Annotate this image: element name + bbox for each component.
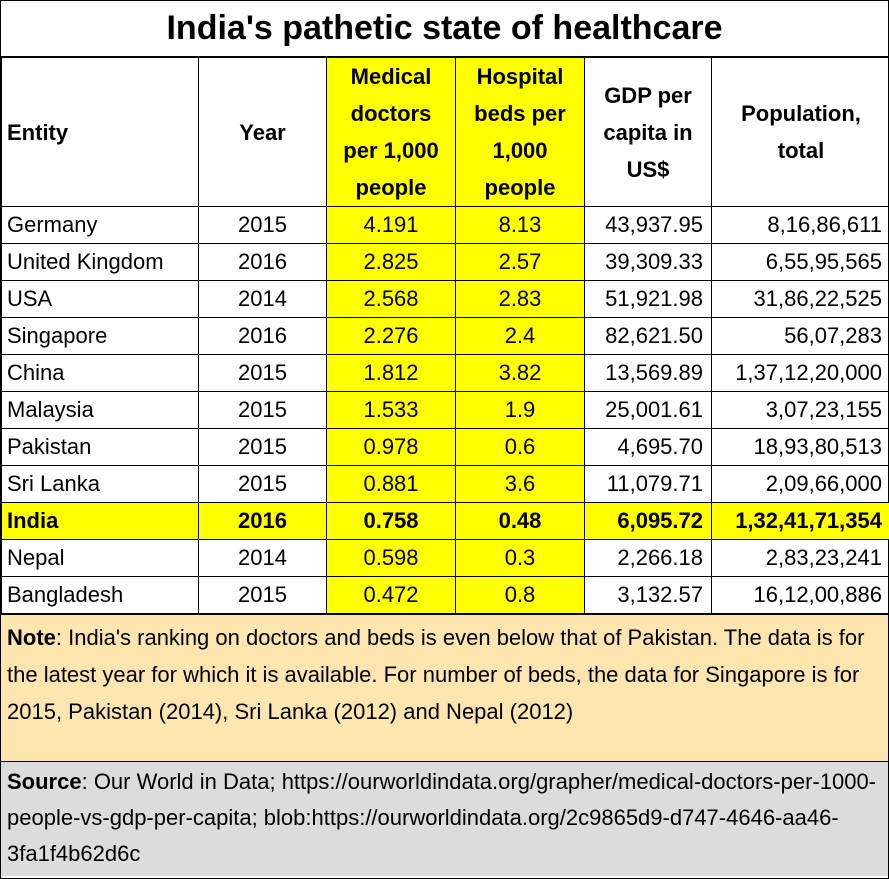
cell-population: 16,12,00,886 <box>711 576 889 614</box>
table-row: Nepal 2014 0.598 0.3 2,266.18 2,83,23,241 <box>1 539 889 577</box>
cell-year: 2015 <box>198 465 327 503</box>
cell-entity: Nepal <box>1 539 199 577</box>
source-box: Source: Our World in Data; https://ourwo… <box>1 761 888 876</box>
header-year: Year <box>198 57 327 207</box>
cell-year: 2015 <box>198 428 327 466</box>
table-row: USA 2014 2.568 2.83 51,921.98 31,86,22,525 <box>1 280 889 318</box>
cell-doctors: 2.825 <box>326 243 456 281</box>
cell-population: 1,37,12,20,000 <box>711 354 889 392</box>
cell-year: 2015 <box>198 576 327 614</box>
cell-year: 2016 <box>198 502 327 540</box>
cell-gdp: 4,695.70 <box>584 428 712 466</box>
table-row: India 2016 0.758 0.48 6,095.72 1,32,41,71,354 <box>1 502 889 540</box>
cell-year: 2015 <box>198 206 327 244</box>
cell-population: 56,07,283 <box>711 317 889 355</box>
cell-beds: 0.8 <box>455 576 585 614</box>
cell-gdp: 3,132.57 <box>584 576 712 614</box>
cell-gdp: 39,309.33 <box>584 243 712 281</box>
source-text: : Our World in Data; https://ourworldind… <box>7 769 876 866</box>
header-entity: Entity <box>1 57 199 207</box>
cell-beds: 8.13 <box>455 206 585 244</box>
table-row: United Kingdom 2016 2.825 2.57 39,309.33 6,55… <box>1 243 889 281</box>
cell-entity: India <box>1 502 199 540</box>
cell-doctors: 0.598 <box>326 539 456 577</box>
source-label: Source <box>7 769 82 794</box>
cell-beds: 2.57 <box>455 243 585 281</box>
cell-beds: 0.48 <box>455 502 585 540</box>
cell-entity: China <box>1 354 199 392</box>
cell-gdp: 2,266.18 <box>584 539 712 577</box>
cell-gdp: 82,621.50 <box>584 317 712 355</box>
cell-gdp: 43,937.95 <box>584 206 712 244</box>
table-row: Malaysia 2015 1.533 1.9 25,001.61 3,07,23,155 <box>1 391 889 429</box>
table-row: Pakistan 2015 0.978 0.6 4,695.70 18,93,80,513 <box>1 428 889 466</box>
cell-doctors: 1.533 <box>326 391 456 429</box>
cell-population: 3,07,23,155 <box>711 391 889 429</box>
cell-entity: Germany <box>1 206 199 244</box>
table-body: Germany 2015 4.191 8.13 43,937.95 8,16,86,611… <box>1 206 889 614</box>
cell-beds: 0.6 <box>455 428 585 466</box>
cell-gdp: 6,095.72 <box>584 502 712 540</box>
page-title: India's pathetic state of healthcare <box>1 1 888 57</box>
cell-population: 2,09,66,000 <box>711 465 889 503</box>
cell-entity: Bangladesh <box>1 576 199 614</box>
cell-beds: 3.82 <box>455 354 585 392</box>
header-gdp: GDP per capita in US$ <box>584 57 712 207</box>
header-beds: Hospital beds per 1,000 people <box>455 57 585 207</box>
cell-beds: 0.3 <box>455 539 585 577</box>
cell-year: 2015 <box>198 354 327 392</box>
cell-beds: 2.4 <box>455 317 585 355</box>
cell-entity: Pakistan <box>1 428 199 466</box>
cell-doctors: 0.978 <box>326 428 456 466</box>
cell-beds: 1.9 <box>455 391 585 429</box>
cell-population: 1,32,41,71,354 <box>711 502 889 540</box>
note-text: : India's ranking on doctors and beds is… <box>7 625 865 724</box>
cell-gdp: 13,569.89 <box>584 354 712 392</box>
data-table: Entity Year Medical doctors per 1,000 pe… <box>1 57 889 614</box>
cell-population: 6,55,95,565 <box>711 243 889 281</box>
cell-doctors: 4.191 <box>326 206 456 244</box>
cell-year: 2014 <box>198 539 327 577</box>
table-header: Entity Year Medical doctors per 1,000 pe… <box>1 57 889 207</box>
cell-year: 2016 <box>198 317 327 355</box>
cell-doctors: 0.758 <box>326 502 456 540</box>
cell-population: 18,93,80,513 <box>711 428 889 466</box>
cell-population: 8,16,86,611 <box>711 206 889 244</box>
cell-beds: 2.83 <box>455 280 585 318</box>
cell-year: 2015 <box>198 391 327 429</box>
cell-entity: Singapore <box>1 317 199 355</box>
cell-entity: United Kingdom <box>1 243 199 281</box>
header-population: Population, total <box>711 57 889 207</box>
cell-doctors: 0.472 <box>326 576 456 614</box>
cell-entity: Sri Lanka <box>1 465 199 503</box>
cell-entity: USA <box>1 280 199 318</box>
table-row: China 2015 1.812 3.82 13,569.89 1,37,12,20,00… <box>1 354 889 392</box>
cell-gdp: 11,079.71 <box>584 465 712 503</box>
cell-year: 2016 <box>198 243 327 281</box>
cell-doctors: 2.276 <box>326 317 456 355</box>
cell-beds: 3.6 <box>455 465 585 503</box>
cell-doctors: 1.812 <box>326 354 456 392</box>
table-row: Bangladesh 2015 0.472 0.8 3,132.57 16,12,00,8… <box>1 576 889 614</box>
cell-doctors: 0.881 <box>326 465 456 503</box>
table-row: Singapore 2016 2.276 2.4 82,621.50 56,07,283 <box>1 317 889 355</box>
cell-gdp: 51,921.98 <box>584 280 712 318</box>
table-row: Sri Lanka 2015 0.881 3.6 11,079.71 2,09,66,00… <box>1 465 889 503</box>
header-doctors: Medical doctors per 1,000 people <box>326 57 456 207</box>
table-row: Germany 2015 4.191 8.13 43,937.95 8,16,86,611 <box>1 206 889 244</box>
cell-entity: Malaysia <box>1 391 199 429</box>
cell-population: 2,83,23,241 <box>711 539 889 577</box>
cell-doctors: 2.568 <box>326 280 456 318</box>
cell-population: 31,86,22,525 <box>711 280 889 318</box>
cell-year: 2014 <box>198 280 327 318</box>
note-box: Note: India's ranking on doctors and bed… <box>1 614 888 761</box>
note-label: Note <box>7 625 56 650</box>
cell-gdp: 25,001.61 <box>584 391 712 429</box>
